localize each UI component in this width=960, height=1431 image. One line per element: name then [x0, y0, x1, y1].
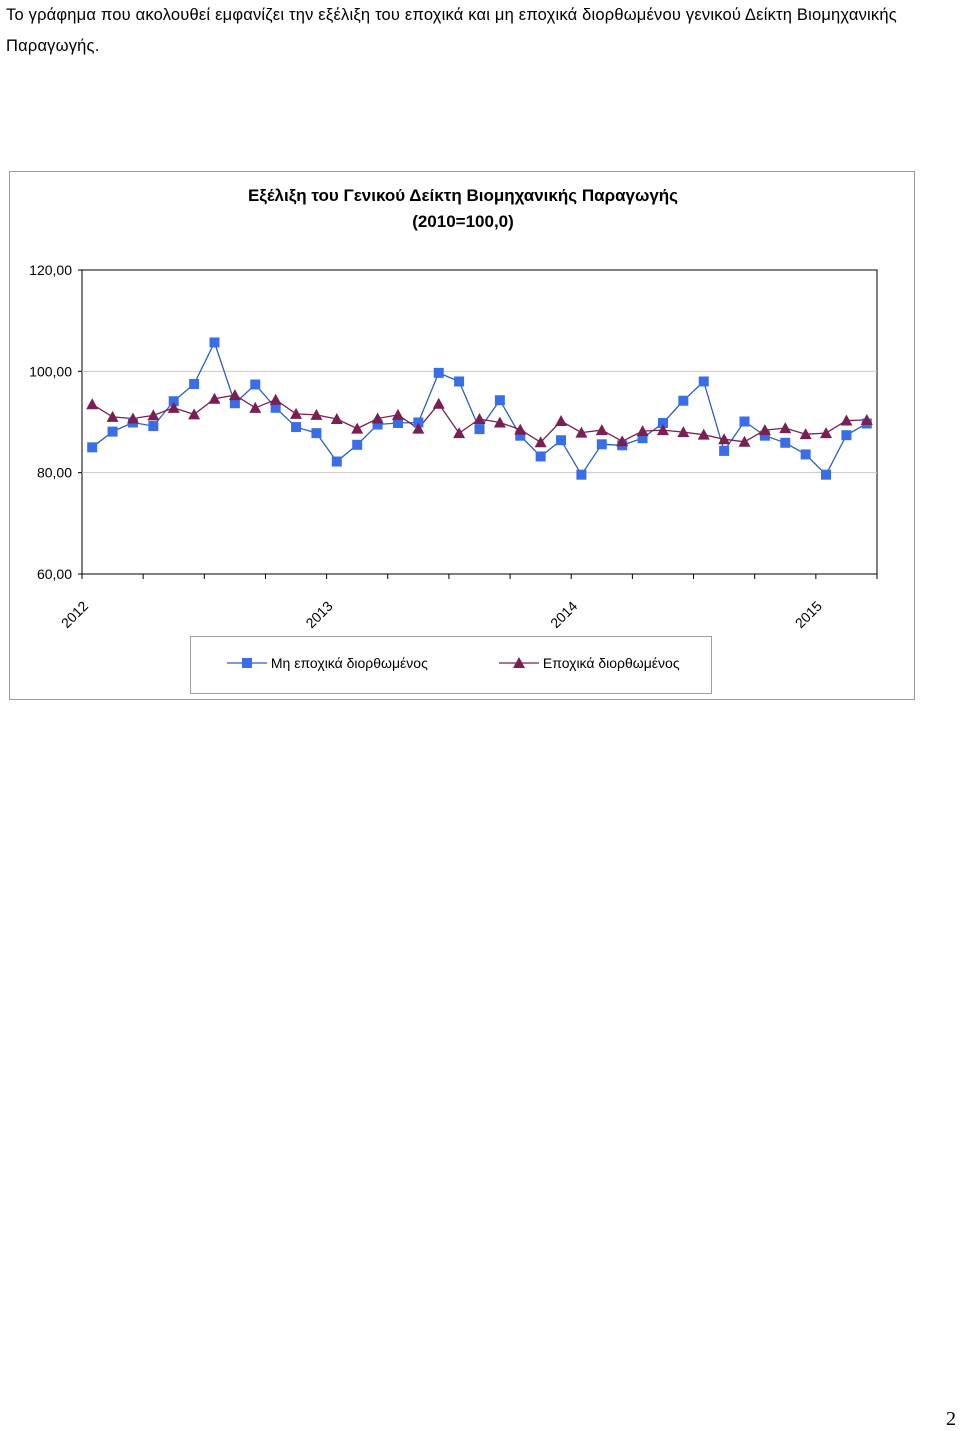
data-point-non-seasonal: [311, 428, 322, 439]
data-point-seasonal: [86, 398, 99, 410]
data-point-non-seasonal: [576, 469, 587, 480]
data-point-seasonal: [840, 414, 853, 426]
data-point-non-seasonal: [637, 433, 648, 444]
plot-area: [81, 269, 878, 575]
data-point-seasonal: [330, 412, 343, 424]
data-point-non-seasonal: [678, 395, 689, 406]
data-point-non-seasonal: [821, 469, 832, 480]
data-point-non-seasonal: [515, 430, 526, 441]
data-point-non-seasonal: [433, 367, 444, 378]
data-point-non-seasonal: [841, 430, 852, 441]
data-point-seasonal: [656, 424, 669, 436]
data-point-seasonal: [534, 436, 547, 448]
data-point-seasonal: [514, 423, 527, 435]
chart-legend: Μη εποχικά διορθωμένος Εποχικά διορθωμέν…: [190, 636, 712, 694]
data-point-seasonal: [188, 408, 201, 420]
data-point-seasonal: [147, 409, 160, 421]
data-point-non-seasonal: [698, 376, 709, 387]
data-point-seasonal: [228, 389, 241, 401]
data-point-non-seasonal: [250, 379, 261, 390]
data-point-seasonal: [473, 412, 486, 424]
data-point-non-seasonal: [657, 418, 668, 429]
data-point-seasonal: [310, 408, 323, 420]
data-point-non-seasonal: [454, 376, 465, 387]
chart-subtitle: (2010=100,0): [412, 212, 514, 231]
data-point-seasonal: [106, 410, 119, 422]
y-tick-label: 60,00: [37, 566, 72, 582]
chart-title: Εξέλιξη του Γενικού Δείκτη Βιομηχανικής …: [247, 186, 679, 205]
data-point-seasonal: [738, 435, 751, 447]
x-tick-label: 2012: [58, 598, 91, 631]
data-point-seasonal: [208, 392, 221, 404]
data-point-non-seasonal: [372, 419, 383, 430]
legend-square-marker-icon: [227, 658, 267, 668]
data-point-non-seasonal: [107, 426, 118, 437]
data-point-seasonal: [799, 428, 812, 440]
data-point-seasonal: [860, 413, 873, 425]
legend-item-non-seasonal: Μη εποχικά διορθωμένος: [227, 655, 428, 671]
legend-item-seasonal: Εποχικά διορθωμένος: [499, 655, 680, 671]
data-point-seasonal: [432, 397, 445, 409]
data-point-non-seasonal: [189, 379, 200, 389]
data-point-seasonal: [167, 401, 180, 413]
data-point-seasonal: [718, 433, 731, 445]
data-point-seasonal: [779, 422, 792, 434]
data-point-seasonal: [820, 427, 833, 439]
data-point-seasonal: [493, 416, 506, 428]
data-point-non-seasonal: [291, 422, 302, 433]
legend-triangle-marker-icon: [499, 657, 539, 668]
series-line-non-seasonal: [91, 340, 868, 476]
data-point-non-seasonal: [759, 430, 770, 441]
data-point-non-seasonal: [739, 416, 750, 427]
data-point-seasonal: [126, 412, 139, 424]
y-tick-label: 100,00: [29, 363, 72, 379]
data-point-seasonal: [249, 401, 262, 413]
data-point-seasonal: [290, 407, 303, 419]
data-point-non-seasonal: [474, 424, 485, 435]
y-tick-label: 80,00: [37, 465, 72, 481]
data-point-seasonal: [616, 435, 629, 447]
data-point-seasonal: [575, 426, 588, 438]
intro-paragraph: Το γράφημα που ακολουθεί εμφανίζει την ε…: [6, 6, 897, 55]
data-point-seasonal: [555, 414, 568, 426]
data-point-seasonal: [595, 424, 608, 436]
x-tick-label: 2013: [302, 598, 335, 631]
data-point-non-seasonal: [352, 439, 363, 450]
data-point-non-seasonal: [270, 402, 281, 413]
data-point-non-seasonal: [535, 451, 546, 462]
data-point-seasonal: [391, 408, 404, 420]
line-chart: 60,00 80,00 100,00 120,00 2012 2013 2014 2015: [29, 262, 878, 631]
data-point-non-seasonal: [209, 337, 220, 348]
data-point-seasonal: [269, 393, 282, 405]
data-point-seasonal: [412, 422, 425, 434]
data-point-non-seasonal: [331, 456, 342, 467]
x-tick-label: 2014: [547, 598, 580, 631]
data-point-non-seasonal: [87, 442, 98, 453]
chart-container: Εξέλιξη του Γενικού Δείκτη Βιομηχανικής …: [9, 171, 915, 700]
data-point-seasonal: [351, 422, 364, 434]
y-tick-label: 120,00: [29, 262, 72, 278]
legend-label-non-seasonal: Μη εποχικά διορθωμένος: [270, 655, 428, 671]
page-number: 2: [946, 1408, 956, 1430]
data-point-seasonal: [677, 426, 690, 438]
data-point-non-seasonal: [719, 445, 730, 456]
data-point-non-seasonal: [168, 396, 179, 407]
data-point-non-seasonal: [148, 421, 159, 432]
data-point-non-seasonal: [780, 437, 791, 448]
data-point-seasonal: [697, 428, 710, 440]
data-point-non-seasonal: [392, 418, 403, 429]
data-point-non-seasonal: [494, 395, 505, 406]
data-point-seasonal: [636, 425, 649, 437]
data-point-seasonal: [371, 412, 384, 424]
data-point-non-seasonal: [800, 449, 811, 460]
data-point-non-seasonal: [413, 417, 424, 428]
data-point-non-seasonal: [596, 439, 607, 450]
data-point-non-seasonal: [556, 435, 567, 446]
data-point-seasonal: [453, 427, 466, 439]
legend-label-seasonal: Εποχικά διορθωμένος: [542, 655, 680, 671]
data-point-non-seasonal: [229, 398, 240, 409]
x-tick-label: 2015: [792, 598, 825, 631]
data-point-seasonal: [758, 424, 771, 436]
